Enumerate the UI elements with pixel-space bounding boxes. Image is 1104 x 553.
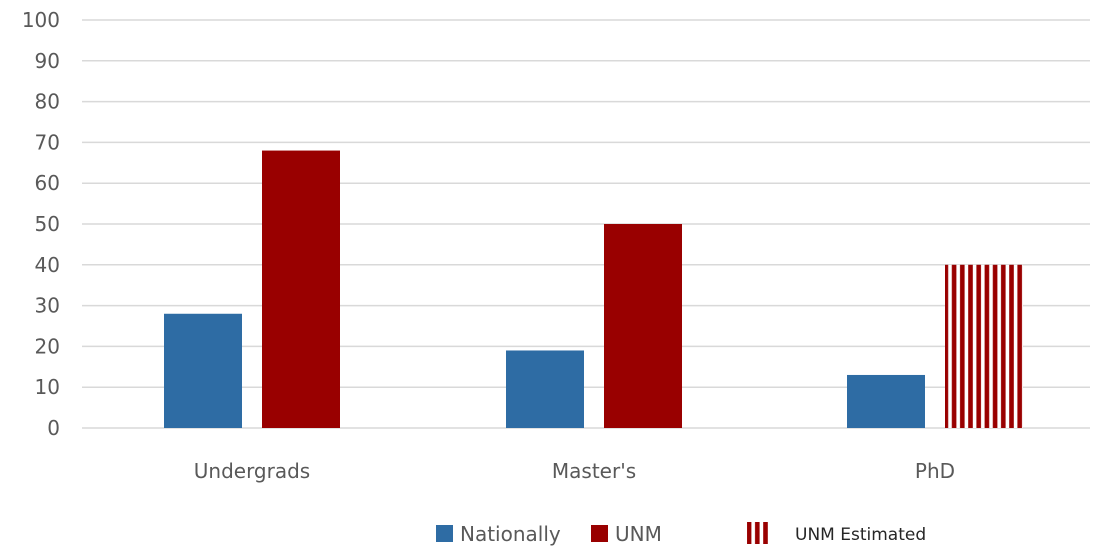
x-category-label-1: Master's [552, 459, 636, 483]
y-tick-label-40: 40 [35, 253, 60, 277]
y-tick-label-80: 80 [35, 90, 60, 114]
y-tick-label-30: 30 [35, 294, 60, 318]
y-tick-label-0: 0 [47, 416, 60, 440]
legend-label-unm: UNM [615, 522, 662, 546]
y-tick-label-70: 70 [35, 130, 60, 154]
bar-nationally-master-s [506, 350, 584, 428]
y-tick-label-20: 20 [35, 334, 60, 358]
legend-swatch-unm-estimated [747, 522, 769, 544]
y-tick-label-10: 10 [35, 375, 60, 399]
x-category-label-2: PhD [915, 459, 955, 483]
bar-nationally-undergrads [164, 313, 242, 428]
y-tick-label-60: 60 [35, 171, 60, 195]
bars [164, 150, 1023, 428]
gridlines [82, 19, 1090, 429]
x-category-label-0: Undergrads [194, 459, 310, 483]
legend: Nationally UNM UNM Estimated [436, 522, 926, 546]
bar-unm-phd-estimated [945, 264, 1023, 428]
legend-label-unm-estimated: UNM Estimated [795, 525, 926, 545]
y-tick-label-100: 100 [22, 8, 60, 32]
x-axis-categories: Undergrads Master's PhD [194, 459, 955, 483]
bar-unm-undergrads [262, 150, 340, 428]
y-tick-label-50: 50 [35, 212, 60, 236]
bar-unm-master-s [604, 224, 682, 428]
legend-swatch-unm [591, 525, 608, 542]
legend-label-nationally: Nationally [460, 522, 561, 546]
legend-swatch-nationally [436, 525, 453, 542]
y-axis-ticks: 0 10 20 30 40 50 60 70 80 90 100 [22, 8, 60, 440]
bar-nationally-phd [847, 374, 925, 428]
y-tick-label-90: 90 [35, 49, 60, 73]
